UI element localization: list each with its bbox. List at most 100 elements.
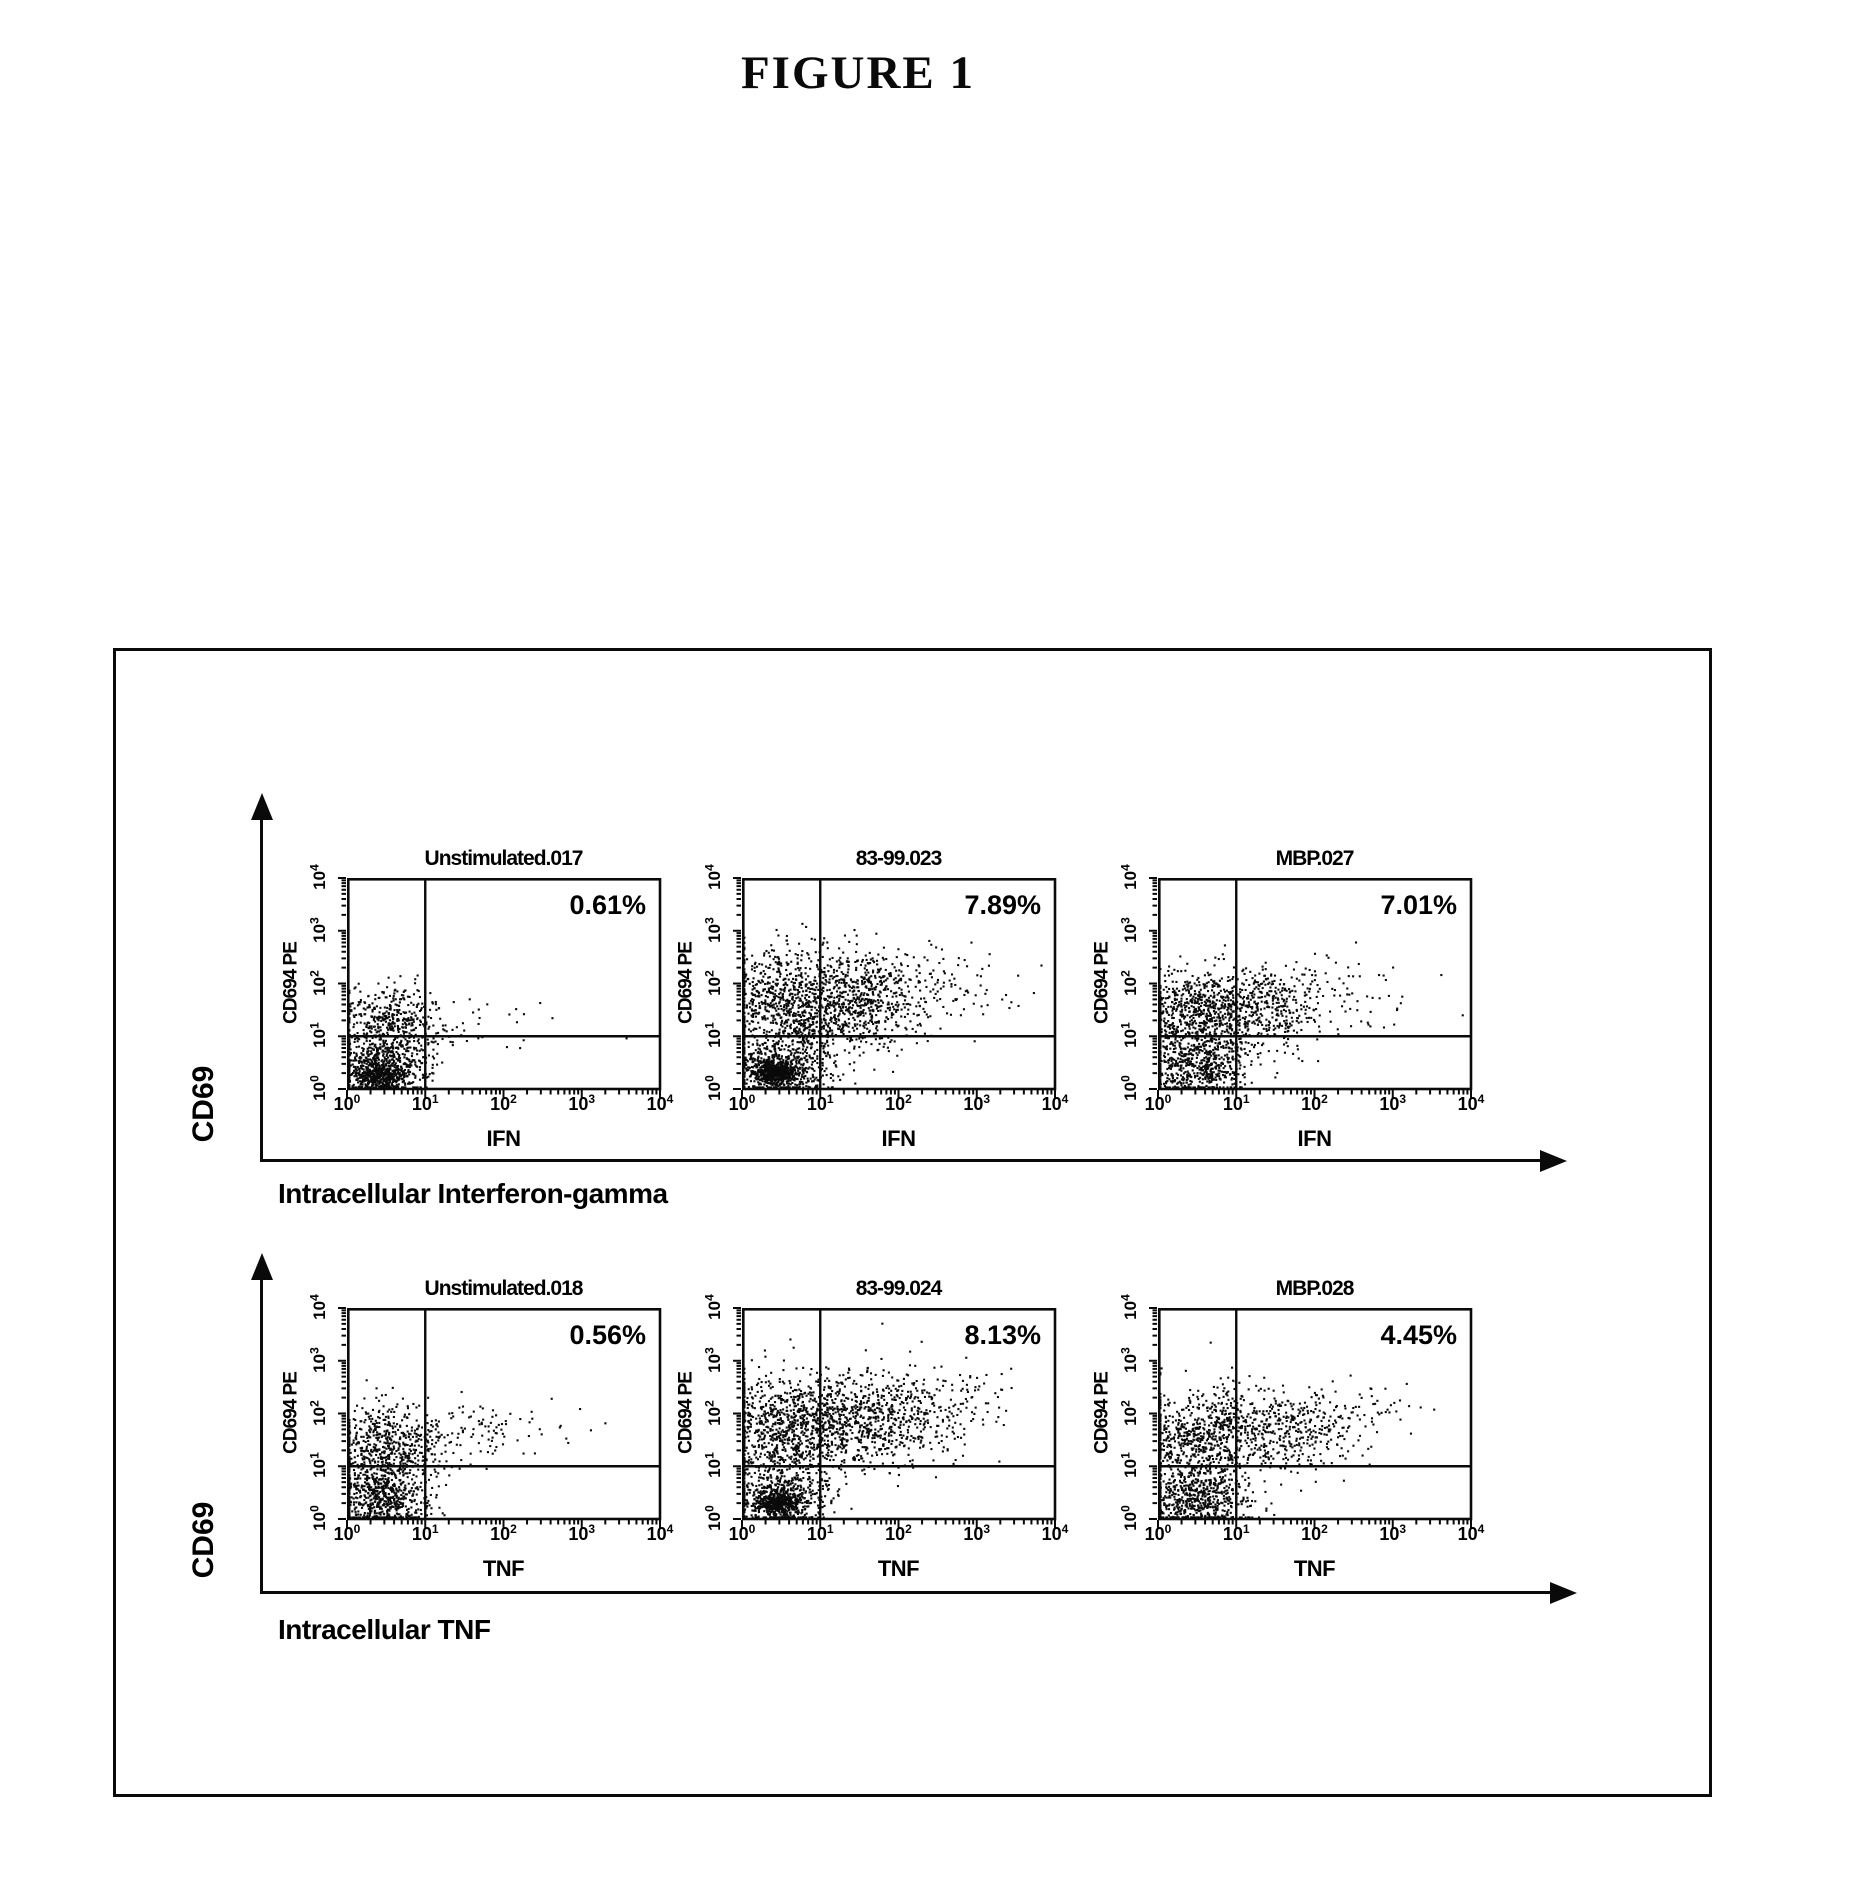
plot-x-axis-label: TNF — [482, 1556, 525, 1581]
x-axis-tick-label: 101 — [806, 1522, 834, 1544]
row2-cd69-axis-label: CD69 — [187, 1501, 220, 1579]
scatter-canvas — [726, 877, 1057, 1106]
x-axis-tick-label: 104 — [1041, 1522, 1069, 1544]
row1-caption: Intracellular Interferon-gamma — [278, 1178, 668, 1209]
x-axis-tick-label: 102 — [490, 1522, 517, 1544]
y-axis-tick-label: 101 — [307, 1022, 329, 1049]
plot-title: 83-99.023 — [855, 847, 943, 870]
quadrant-percentage: 0.56% — [569, 1320, 646, 1350]
x-axis-tick-label: 102 — [885, 1522, 912, 1544]
y-axis-tick-label: 104 — [1118, 1294, 1140, 1320]
y-axis-tick-label: 101 — [307, 1452, 329, 1479]
scatter-canvas — [1142, 877, 1473, 1106]
x-axis-tick-label: 102 — [1301, 1522, 1328, 1544]
row2-y-axis-line — [260, 1276, 263, 1594]
x-axis-tick-label: 103 — [1379, 1522, 1407, 1544]
row2-y-axis-arrowhead-icon — [251, 1253, 273, 1280]
row1-cd69-axis-label: CD69 — [187, 1065, 220, 1143]
row2-x-axis-line — [260, 1591, 1552, 1594]
y-axis-tick-label: 102 — [307, 969, 329, 996]
x-axis-tick-label: 104 — [1457, 1092, 1485, 1114]
plot-y-axis-label: CD694 PE — [675, 1372, 697, 1454]
x-axis-tick-label: 103 — [963, 1092, 991, 1114]
scatter-canvas — [331, 877, 662, 1106]
x-axis-tick-label: 104 — [1041, 1092, 1069, 1114]
x-axis-tick-label: 103 — [568, 1092, 596, 1114]
quadrant-percentage: 7.01% — [1380, 890, 1457, 920]
y-axis-tick-label: 101 — [702, 1022, 724, 1049]
row1-y-axis-line — [260, 816, 263, 1162]
y-axis-tick-label: 102 — [702, 969, 724, 996]
plot-x-axis-label: TNF — [877, 1556, 920, 1581]
x-axis-tick-label: 101 — [1222, 1092, 1250, 1114]
row1-y-axis-arrowhead-icon — [251, 793, 273, 820]
x-axis-tick-label: 103 — [963, 1522, 991, 1544]
plot-y-axis-label: CD694 PE — [280, 1372, 302, 1454]
x-axis-tick-label: 100 — [333, 1092, 361, 1114]
facs-plot-mbp-ifn: MBP.027 CD694 PE 7.01% IFN 100 100 101 101 1… — [1068, 832, 1485, 1172]
y-axis-tick-label: 104 — [307, 864, 329, 890]
y-axis-tick-label: 102 — [702, 1399, 724, 1426]
y-axis-tick-label: 102 — [307, 1399, 329, 1426]
y-axis-tick-label: 103 — [307, 916, 329, 943]
x-axis-tick-label: 102 — [490, 1092, 517, 1114]
y-axis-tick-label: 104 — [1118, 864, 1140, 890]
plot-x-axis-label: IFN — [1297, 1126, 1332, 1151]
y-axis-tick-label: 103 — [702, 1346, 724, 1373]
x-axis-tick-label: 103 — [568, 1522, 596, 1544]
y-axis-tick-label: 103 — [307, 1346, 329, 1373]
x-axis-tick-label: 100 — [728, 1092, 756, 1114]
x-axis-tick-label: 100 — [1144, 1092, 1172, 1114]
scatter-canvas — [1142, 1307, 1473, 1536]
row1-x-axis-arrowhead-icon — [1540, 1149, 1567, 1172]
plot-title: MBP.028 — [1275, 1277, 1355, 1300]
x-axis-tick-label: 103 — [1379, 1092, 1407, 1114]
quadrant-percentage: 4.45% — [1380, 1320, 1457, 1350]
figure-border-box — [113, 648, 1712, 1797]
y-axis-tick-label: 102 — [1118, 969, 1140, 996]
plot-x-axis-label: IFN — [486, 1126, 521, 1151]
x-axis-tick-label: 100 — [333, 1522, 361, 1544]
quadrant-percentage: 0.61% — [569, 890, 646, 920]
y-axis-tick-label: 101 — [702, 1452, 724, 1479]
x-axis-tick-label: 101 — [806, 1092, 834, 1114]
y-axis-tick-label: 101 — [1118, 1022, 1140, 1049]
y-axis-tick-label: 104 — [702, 1294, 724, 1320]
x-axis-tick-label: 104 — [646, 1522, 674, 1544]
x-axis-tick-label: 102 — [1301, 1092, 1328, 1114]
plot-title: Unstimulated.017 — [424, 847, 584, 870]
facs-plot-mbp-tnf: MBP.028 CD694 PE 4.45% TNF 100 100 101 101 1… — [1068, 1262, 1485, 1602]
y-axis-tick-label: 101 — [1118, 1452, 1140, 1479]
row1-x-axis-line — [260, 1159, 1542, 1162]
plot-title: Unstimulated.018 — [424, 1277, 584, 1300]
x-axis-tick-label: 101 — [411, 1092, 439, 1114]
x-axis-tick-label: 104 — [1457, 1522, 1485, 1544]
scatter-canvas — [331, 1307, 662, 1536]
scatter-canvas — [726, 1307, 1057, 1536]
plot-y-axis-label: CD694 PE — [1091, 1372, 1113, 1454]
x-axis-tick-label: 101 — [1222, 1522, 1250, 1544]
facs-plot-8399-ifn: 83-99.023 CD694 PE 7.89% IFN 100 100 101 10… — [652, 832, 1069, 1172]
plot-y-axis-label: CD694 PE — [1091, 942, 1113, 1024]
plot-y-axis-label: CD694 PE — [280, 942, 302, 1024]
row2-caption: Intracellular TNF — [278, 1614, 491, 1645]
y-axis-tick-label: 103 — [1118, 1346, 1140, 1373]
plot-x-axis-label: IFN — [881, 1126, 916, 1151]
y-axis-tick-label: 102 — [1118, 1399, 1140, 1426]
row2-x-axis-arrowhead-icon — [1550, 1581, 1577, 1604]
facs-plot-8399-tnf: 83-99.024 CD694 PE 8.13% TNF 100 100 101 10… — [652, 1262, 1069, 1602]
x-axis-tick-label: 100 — [1144, 1522, 1172, 1544]
y-axis-tick-label: 104 — [702, 864, 724, 890]
quadrant-percentage: 7.89% — [964, 890, 1041, 920]
y-axis-tick-label: 103 — [1118, 916, 1140, 943]
y-axis-tick-label: 103 — [702, 916, 724, 943]
plot-title: MBP.027 — [1275, 847, 1355, 870]
plot-x-axis-label: TNF — [1293, 1556, 1336, 1581]
x-axis-tick-label: 102 — [885, 1092, 912, 1114]
facs-plot-unstimulated-tnf: Unstimulated.018 CD694 PE 0.56% TNF 100 1… — [257, 1262, 674, 1602]
x-axis-tick-label: 104 — [646, 1092, 674, 1114]
plot-y-axis-label: CD694 PE — [675, 942, 697, 1024]
x-axis-tick-label: 100 — [728, 1522, 756, 1544]
x-axis-tick-label: 101 — [411, 1522, 439, 1544]
